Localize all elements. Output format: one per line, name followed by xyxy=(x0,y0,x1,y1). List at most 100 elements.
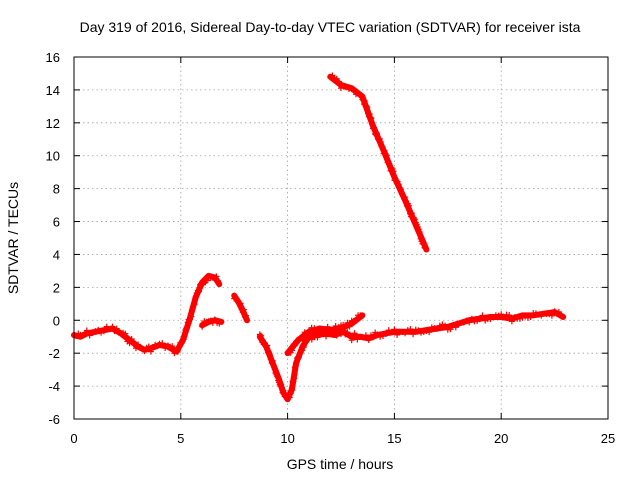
series-band xyxy=(327,73,430,253)
data-point xyxy=(278,381,285,388)
data-point xyxy=(422,245,429,252)
x-tick-label: 20 xyxy=(494,431,508,446)
grid xyxy=(74,57,608,419)
data-point xyxy=(423,328,430,335)
data-point xyxy=(476,316,483,323)
data-point xyxy=(292,341,299,348)
data-point xyxy=(242,312,249,319)
data-point xyxy=(381,147,388,154)
data-point xyxy=(346,332,353,339)
data-point xyxy=(333,332,340,339)
data-point xyxy=(479,312,486,319)
data-point xyxy=(352,317,359,324)
data-point xyxy=(147,348,154,355)
data-point xyxy=(431,325,438,332)
data-point xyxy=(264,342,271,349)
data-point xyxy=(346,323,353,330)
y-tick-label: -2 xyxy=(48,346,60,361)
data-point xyxy=(256,331,263,338)
data-point xyxy=(369,121,376,128)
y-tick-label: 4 xyxy=(53,247,60,262)
data-point xyxy=(506,312,513,319)
data-point xyxy=(390,168,397,175)
data-point xyxy=(412,326,419,333)
data-point xyxy=(305,327,312,334)
data-point xyxy=(373,130,380,137)
data-point xyxy=(421,244,428,251)
y-axis-label: SDTVAR / TECUs xyxy=(5,182,21,294)
data-point xyxy=(397,186,404,193)
data-point xyxy=(183,324,190,331)
data-point xyxy=(420,329,427,336)
series-main xyxy=(71,272,223,357)
data-point xyxy=(348,337,355,344)
data-point xyxy=(452,324,459,331)
data-point xyxy=(367,114,374,121)
data-point xyxy=(344,329,351,336)
y-tick-label: 10 xyxy=(46,149,60,164)
data-point xyxy=(181,333,188,340)
data-point xyxy=(130,339,137,346)
data-point xyxy=(350,87,357,94)
data-point xyxy=(391,326,398,333)
data-point xyxy=(388,329,395,336)
data-point xyxy=(351,330,358,337)
data-point xyxy=(366,111,373,118)
series-band xyxy=(256,309,567,403)
y-tick-label: 12 xyxy=(46,116,60,131)
data-point xyxy=(266,351,273,358)
data-point xyxy=(324,323,331,330)
y-tick-label: -6 xyxy=(48,412,60,427)
data-point xyxy=(516,315,523,322)
data-point xyxy=(399,328,406,335)
data-series xyxy=(71,72,567,403)
y-tick-label: 8 xyxy=(53,182,60,197)
data-point xyxy=(214,277,221,284)
data-point xyxy=(296,350,303,357)
data-point xyxy=(365,336,372,343)
data-point xyxy=(191,301,198,308)
data-point xyxy=(303,333,310,340)
data-point xyxy=(213,273,220,280)
data-point xyxy=(370,125,377,132)
data-point xyxy=(159,340,166,347)
data-point xyxy=(216,320,223,327)
data-point xyxy=(113,325,120,332)
data-point xyxy=(183,325,190,332)
data-point xyxy=(195,288,202,295)
data-point xyxy=(301,329,308,336)
data-point xyxy=(388,164,395,171)
data-point xyxy=(357,312,364,319)
data-point xyxy=(291,371,298,378)
data-point xyxy=(240,306,247,313)
data-point xyxy=(314,334,321,341)
data-point xyxy=(386,161,393,168)
data-point xyxy=(269,357,276,364)
y-tick-label: 14 xyxy=(46,83,60,98)
data-point xyxy=(311,325,318,332)
data-point xyxy=(527,313,534,320)
data-point xyxy=(508,318,515,325)
data-point xyxy=(132,345,139,352)
data-point xyxy=(408,210,415,217)
data-point xyxy=(466,319,473,326)
data-point xyxy=(410,214,417,221)
data-point xyxy=(265,349,272,356)
data-point xyxy=(436,322,443,329)
data-point xyxy=(280,387,287,394)
data-point xyxy=(498,311,505,318)
data-point xyxy=(368,115,375,122)
data-point xyxy=(300,344,307,351)
data-point xyxy=(180,336,187,343)
data-point xyxy=(83,327,90,334)
data-point xyxy=(95,326,102,333)
plot-frame xyxy=(73,56,609,420)
data-point xyxy=(286,394,293,401)
data-point xyxy=(418,329,425,336)
x-tick-label: 0 xyxy=(70,431,77,446)
data-point xyxy=(382,331,389,338)
data-point xyxy=(329,328,336,335)
data-point xyxy=(295,354,302,361)
data-point xyxy=(241,313,248,320)
